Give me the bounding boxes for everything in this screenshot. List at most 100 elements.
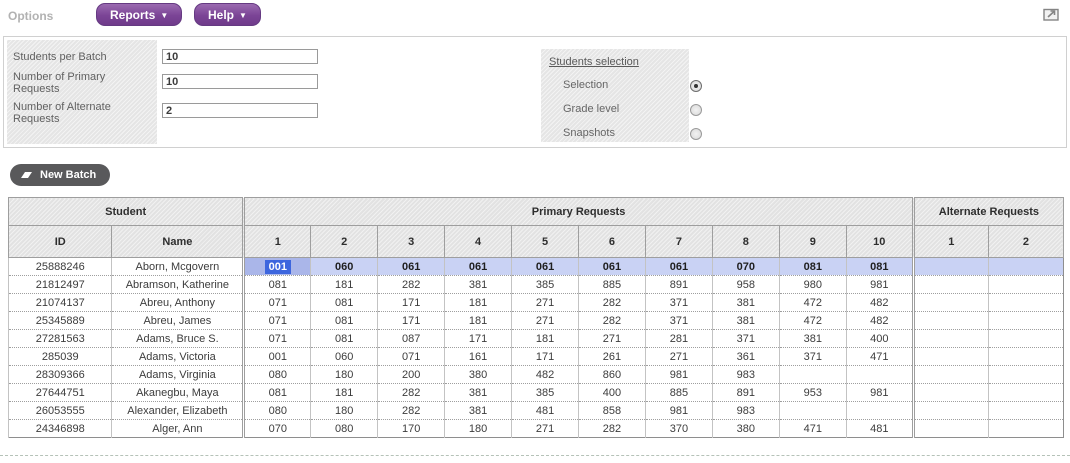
primary-request-cell[interactable]: 061	[644, 257, 713, 276]
primary-request-cell[interactable]: 472	[778, 293, 847, 312]
primary-request-cell[interactable]: 081	[778, 257, 847, 276]
primary-request-cell[interactable]: 181	[310, 275, 378, 294]
popout-icon[interactable]	[1043, 7, 1060, 21]
alternate-request-cell[interactable]	[987, 275, 1064, 294]
primary-request-cell[interactable]: 282	[578, 419, 646, 438]
primary-request-cell[interactable]: 061	[511, 257, 579, 276]
primary-request-cell[interactable]: 381	[444, 383, 512, 402]
alternate-request-cell[interactable]	[987, 329, 1064, 348]
primary-request-cell[interactable]: 161	[444, 347, 512, 366]
alternate-request-cell[interactable]	[987, 293, 1064, 312]
primary-request-cell[interactable]: 370	[644, 419, 713, 438]
primary-request-cell[interactable]: 171	[444, 329, 512, 348]
primary-request-cell[interactable]: 081	[310, 311, 378, 330]
primary-request-cell[interactable]: 180	[444, 419, 512, 438]
primary-request-cell[interactable]: 001	[242, 257, 311, 276]
primary-request-cell[interactable]: 371	[778, 347, 847, 366]
primary-request-cell[interactable]: 181	[444, 293, 512, 312]
primary-request-cell[interactable]: 380	[711, 419, 780, 438]
primary-request-cell[interactable]	[845, 365, 914, 384]
primary-request-cell[interactable]: 482	[511, 365, 579, 384]
primary-request-cell[interactable]: 380	[444, 365, 512, 384]
primary-request-cell[interactable]: 282	[377, 383, 445, 402]
primary-request-cell[interactable]: 071	[242, 329, 311, 348]
primary-request-cell[interactable]: 482	[845, 293, 914, 312]
radio-grade-level[interactable]	[690, 104, 702, 116]
primary-request-cell[interactable]: 071	[242, 293, 311, 312]
primary-request-cell[interactable]: 080	[310, 419, 378, 438]
primary-request-cell[interactable]: 271	[578, 329, 646, 348]
primary-request-cell[interactable]: 282	[377, 401, 445, 420]
primary-request-cell[interactable]: 282	[377, 275, 445, 294]
primary-request-cell[interactable]: 481	[845, 419, 914, 438]
primary-request-cell[interactable]: 981	[644, 365, 713, 384]
primary-request-cell[interactable]: 400	[845, 329, 914, 348]
primary-request-cell[interactable]: 371	[644, 293, 713, 312]
primary-request-cell[interactable]: 381	[444, 401, 512, 420]
field-input-0[interactable]	[162, 49, 318, 64]
primary-request-cell[interactable]: 261	[578, 347, 646, 366]
primary-request-cell[interactable]: 080	[242, 365, 311, 384]
alternate-request-cell[interactable]	[911, 293, 989, 312]
primary-request-cell[interactable]: 981	[845, 383, 914, 402]
new-batch-button[interactable]: New Batch	[10, 164, 111, 186]
field-input-1[interactable]	[162, 74, 318, 89]
primary-request-cell[interactable]: 472	[778, 311, 847, 330]
primary-request-cell[interactable]: 181	[511, 329, 579, 348]
primary-request-cell[interactable]: 080	[242, 401, 311, 420]
primary-request-cell[interactable]: 381	[778, 329, 847, 348]
primary-request-cell[interactable]: 170	[377, 419, 445, 438]
primary-request-cell[interactable]: 271	[644, 347, 713, 366]
alternate-request-cell[interactable]	[911, 383, 989, 402]
primary-request-cell[interactable]: 081	[242, 275, 311, 294]
primary-request-cell[interactable]: 385	[511, 383, 579, 402]
primary-request-cell[interactable]: 381	[444, 275, 512, 294]
radio-selection[interactable]	[690, 80, 702, 92]
primary-request-cell[interactable]	[778, 401, 847, 420]
primary-request-cell[interactable]: 271	[511, 419, 579, 438]
field-input-2[interactable]	[162, 103, 318, 118]
primary-request-cell[interactable]: 471	[778, 419, 847, 438]
alternate-request-cell[interactable]	[911, 365, 989, 384]
alternate-request-cell[interactable]	[987, 401, 1064, 420]
primary-request-cell[interactable]: 482	[845, 311, 914, 330]
primary-request-cell[interactable]: 200	[377, 365, 445, 384]
primary-request-cell[interactable]: 180	[310, 365, 378, 384]
primary-request-cell[interactable]: 980	[778, 275, 847, 294]
primary-request-cell[interactable]: 087	[377, 329, 445, 348]
alternate-request-cell[interactable]	[911, 401, 989, 420]
primary-request-cell[interactable]: 983	[711, 365, 780, 384]
primary-request-cell[interactable]: 070	[242, 419, 311, 438]
primary-request-cell[interactable]: 061	[377, 257, 445, 276]
alternate-request-cell[interactable]	[911, 275, 989, 294]
primary-request-cell[interactable]: 885	[578, 275, 646, 294]
primary-request-cell[interactable]: 061	[444, 257, 512, 276]
primary-request-cell[interactable]: 282	[578, 293, 646, 312]
primary-request-cell[interactable]: 983	[711, 401, 780, 420]
alternate-request-cell[interactable]	[987, 311, 1064, 330]
primary-request-cell[interactable]: 271	[511, 293, 579, 312]
primary-request-cell[interactable]: 891	[644, 275, 713, 294]
primary-request-cell[interactable]: 371	[711, 329, 780, 348]
alternate-request-cell[interactable]	[911, 419, 989, 438]
primary-request-cell[interactable]: 060	[310, 347, 378, 366]
primary-request-cell[interactable]: 071	[242, 311, 311, 330]
primary-request-cell[interactable]: 282	[578, 311, 646, 330]
help-button[interactable]: Help ▼	[194, 3, 261, 26]
primary-request-cell[interactable]	[778, 365, 847, 384]
primary-request-cell[interactable]: 060	[310, 257, 378, 276]
primary-request-cell[interactable]: 400	[578, 383, 646, 402]
primary-request-cell[interactable]: 070	[711, 257, 780, 276]
primary-request-cell[interactable]: 180	[310, 401, 378, 420]
primary-request-cell[interactable]: 081	[242, 383, 311, 402]
alternate-request-cell[interactable]	[911, 347, 989, 366]
primary-request-cell[interactable]: 860	[578, 365, 646, 384]
primary-request-cell[interactable]: 471	[845, 347, 914, 366]
primary-request-cell[interactable]: 171	[377, 293, 445, 312]
primary-request-cell[interactable]: 271	[511, 311, 579, 330]
alternate-request-cell[interactable]	[987, 419, 1064, 438]
alternate-request-cell[interactable]	[911, 329, 989, 348]
primary-request-cell[interactable]: 385	[511, 275, 579, 294]
primary-request-cell[interactable]: 171	[511, 347, 579, 366]
primary-request-cell[interactable]: 953	[778, 383, 847, 402]
